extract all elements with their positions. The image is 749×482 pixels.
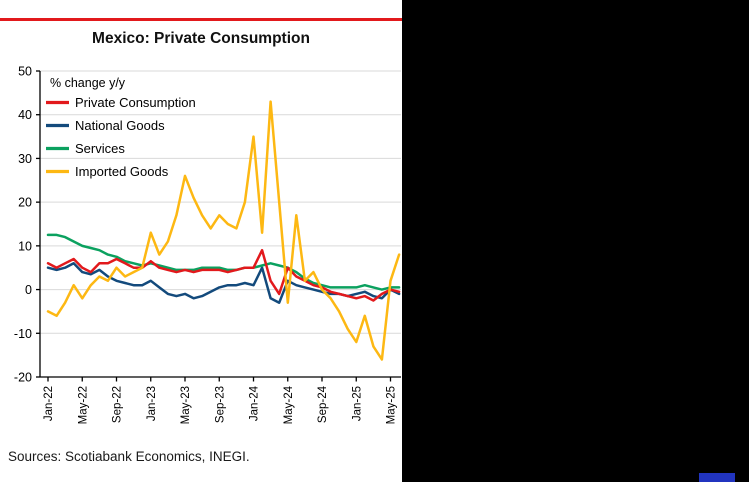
svg-text:Jan-23: Jan-23 — [146, 386, 158, 421]
svg-text:30: 30 — [18, 152, 32, 166]
svg-text:50: 50 — [18, 65, 32, 79]
chart-title: Mexico: Private Consumption — [92, 30, 310, 47]
svg-text:-20: -20 — [14, 371, 32, 385]
svg-text:40: 40 — [18, 108, 32, 122]
svg-text:Sep-22: Sep-22 — [112, 386, 124, 423]
svg-text:Jan-24: Jan-24 — [249, 385, 261, 421]
line-chart: -20 -10 0 10 20 30 40 50 Jan-22 May-22 Sep-22 Jan-2… — [14, 65, 401, 424]
svg-text:Private Consumption: Private Consumption — [75, 95, 196, 110]
svg-text:Jan-25: Jan-25 — [351, 386, 363, 421]
svg-text:Imported Goods: Imported Goods — [75, 164, 169, 179]
svg-text:May-24: May-24 — [283, 385, 295, 424]
svg-text:Jan-22: Jan-22 — [43, 386, 55, 421]
top-accent-rule — [0, 18, 402, 21]
svg-text:% change y/y: % change y/y — [50, 76, 126, 90]
blue-accent-bar — [699, 473, 735, 482]
svg-text:Sep-24: Sep-24 — [317, 385, 329, 423]
svg-text:National Goods: National Goods — [75, 118, 165, 133]
svg-text:May-25: May-25 — [386, 386, 398, 424]
svg-text:-10: -10 — [14, 327, 32, 341]
svg-text:20: 20 — [18, 196, 32, 210]
svg-text:0: 0 — [25, 283, 32, 297]
svg-text:Sep-23: Sep-23 — [214, 386, 226, 423]
sources-note: Sources: Scotiabank Economics, INEGI. — [8, 449, 250, 464]
svg-text:10: 10 — [18, 239, 32, 253]
right-black-region — [402, 0, 749, 482]
svg-text:May-22: May-22 — [77, 386, 89, 424]
chart-panel: Mexico: Private Consumption -20 -10 0 10 20 3… — [0, 18, 402, 464]
svg-text:Services: Services — [75, 141, 125, 156]
svg-text:May-23: May-23 — [180, 386, 192, 424]
